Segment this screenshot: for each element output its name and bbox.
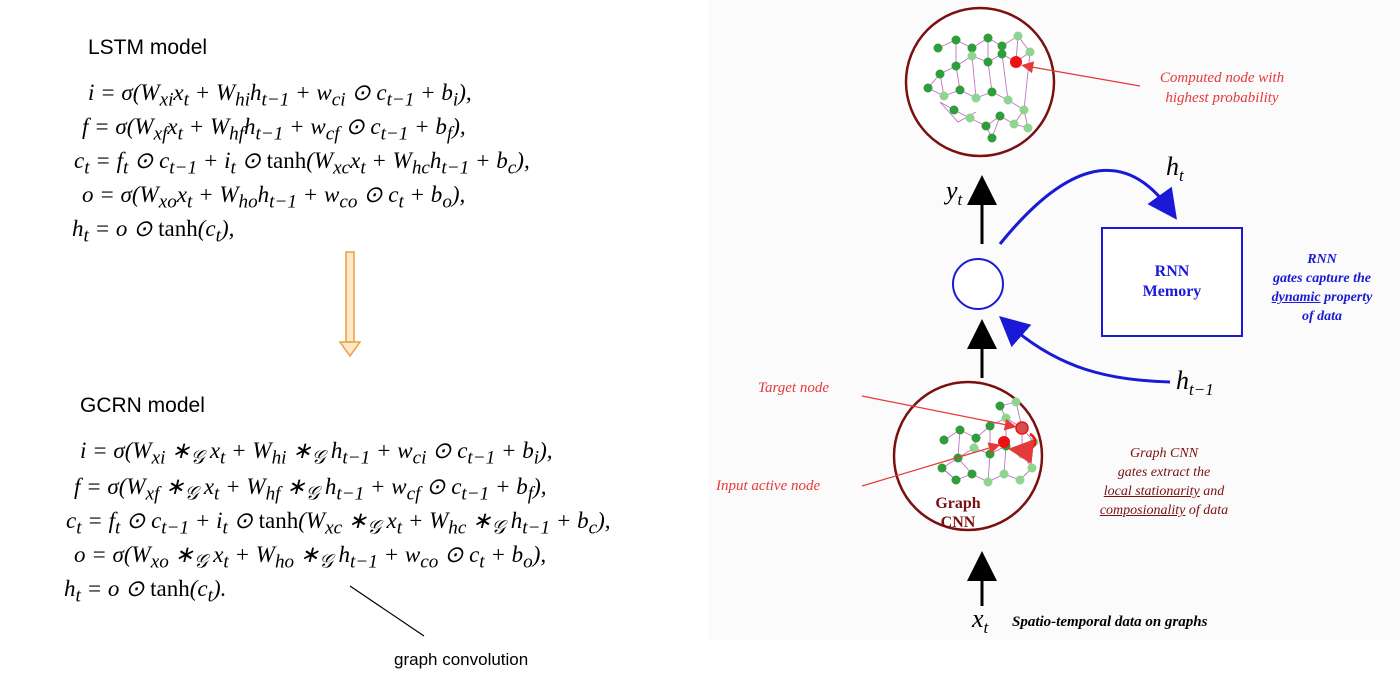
lstm-equation-c: ct = ft ⊙ ct−1 + it ⊙ tanh(Wxcxt + Whcht… xyxy=(74,148,530,179)
ht-label: ht xyxy=(1166,152,1184,186)
computed-node-pointer xyxy=(1021,61,1141,87)
diagram-panel xyxy=(708,0,1400,640)
output-graph-nodes xyxy=(923,31,1035,143)
htm1-arrow xyxy=(999,316,1171,384)
gcrn-equation-h: ht = o ⊙ tanh(ct). xyxy=(64,576,227,607)
ht-arrow xyxy=(998,168,1177,245)
gcrn-heading: GCRN model xyxy=(80,394,205,417)
graph-cnn-label: Graph CNN xyxy=(935,495,981,531)
graph-cnn-note: Graph CNN gates extract the local statio… xyxy=(1099,446,1229,518)
target-curl-arrow xyxy=(1008,432,1037,465)
gcrn-equation-o: o = σ(Wxo ∗𝒢 xt + Who ∗𝒢 ht−1 + wco ⊙ ct… xyxy=(74,542,547,573)
rnn-memory-label: RNN Memory xyxy=(1142,263,1202,300)
target-node xyxy=(1015,421,1029,435)
lstm-equation-i: i = σ(Wxixt + Whiht−1 + wci ⊙ ct−1 + bi)… xyxy=(88,80,472,111)
transform-arrow xyxy=(338,251,362,358)
gcrn-equation-c: ct = ft ⊙ ct−1 + it ⊙ tanh(Wxc ∗𝒢 xt + W… xyxy=(66,508,611,539)
input-active-node-label: Input active node xyxy=(716,478,821,494)
output-graph-circle xyxy=(904,6,1056,158)
lstm-equation-o: o = σ(Wxoxt + Whoht−1 + wco ⊙ ct + bo), xyxy=(82,182,466,213)
input-active-node xyxy=(998,436,1010,448)
graph-convolution-label: graph convolution xyxy=(394,650,529,669)
htm1-label: ht−1 xyxy=(1176,366,1214,400)
rnn-note: RNN gates capture the dynamic property o… xyxy=(1271,252,1373,324)
computed-node-label: Computed node with highest probability xyxy=(1159,70,1285,106)
target-node-pointer xyxy=(861,395,1017,431)
xt-caption: Spatio-temporal data on graphs xyxy=(1012,614,1208,630)
gcrn-equation-f: f = σ(Wxf ∗𝒢 xt + Whf ∗𝒢 ht−1 + wcf ⊙ ct… xyxy=(74,474,547,505)
lstm-equation-f: f = σ(Wxfxt + Whfht−1 + wcf ⊙ ct−1 + bf)… xyxy=(82,114,466,145)
rnn-memory-box xyxy=(1101,227,1243,337)
graph-convolution-pointer xyxy=(349,585,425,637)
lstm-heading: LSTM model xyxy=(88,36,208,59)
computed-node xyxy=(1010,56,1022,68)
lstm-equation-h: ht = o ⊙ tanh(ct), xyxy=(72,216,235,247)
gcrn-equation-i: i = σ(Wxi ∗𝒢 xt + Whi ∗𝒢 ht−1 + wci ⊙ ct… xyxy=(80,438,553,469)
hidden-state-circle xyxy=(952,258,1004,310)
input-active-pointer xyxy=(861,442,1001,487)
yt-label: yt xyxy=(946,176,963,210)
target-node-label: Target node xyxy=(758,380,829,396)
xt-label: xt xyxy=(972,604,989,638)
